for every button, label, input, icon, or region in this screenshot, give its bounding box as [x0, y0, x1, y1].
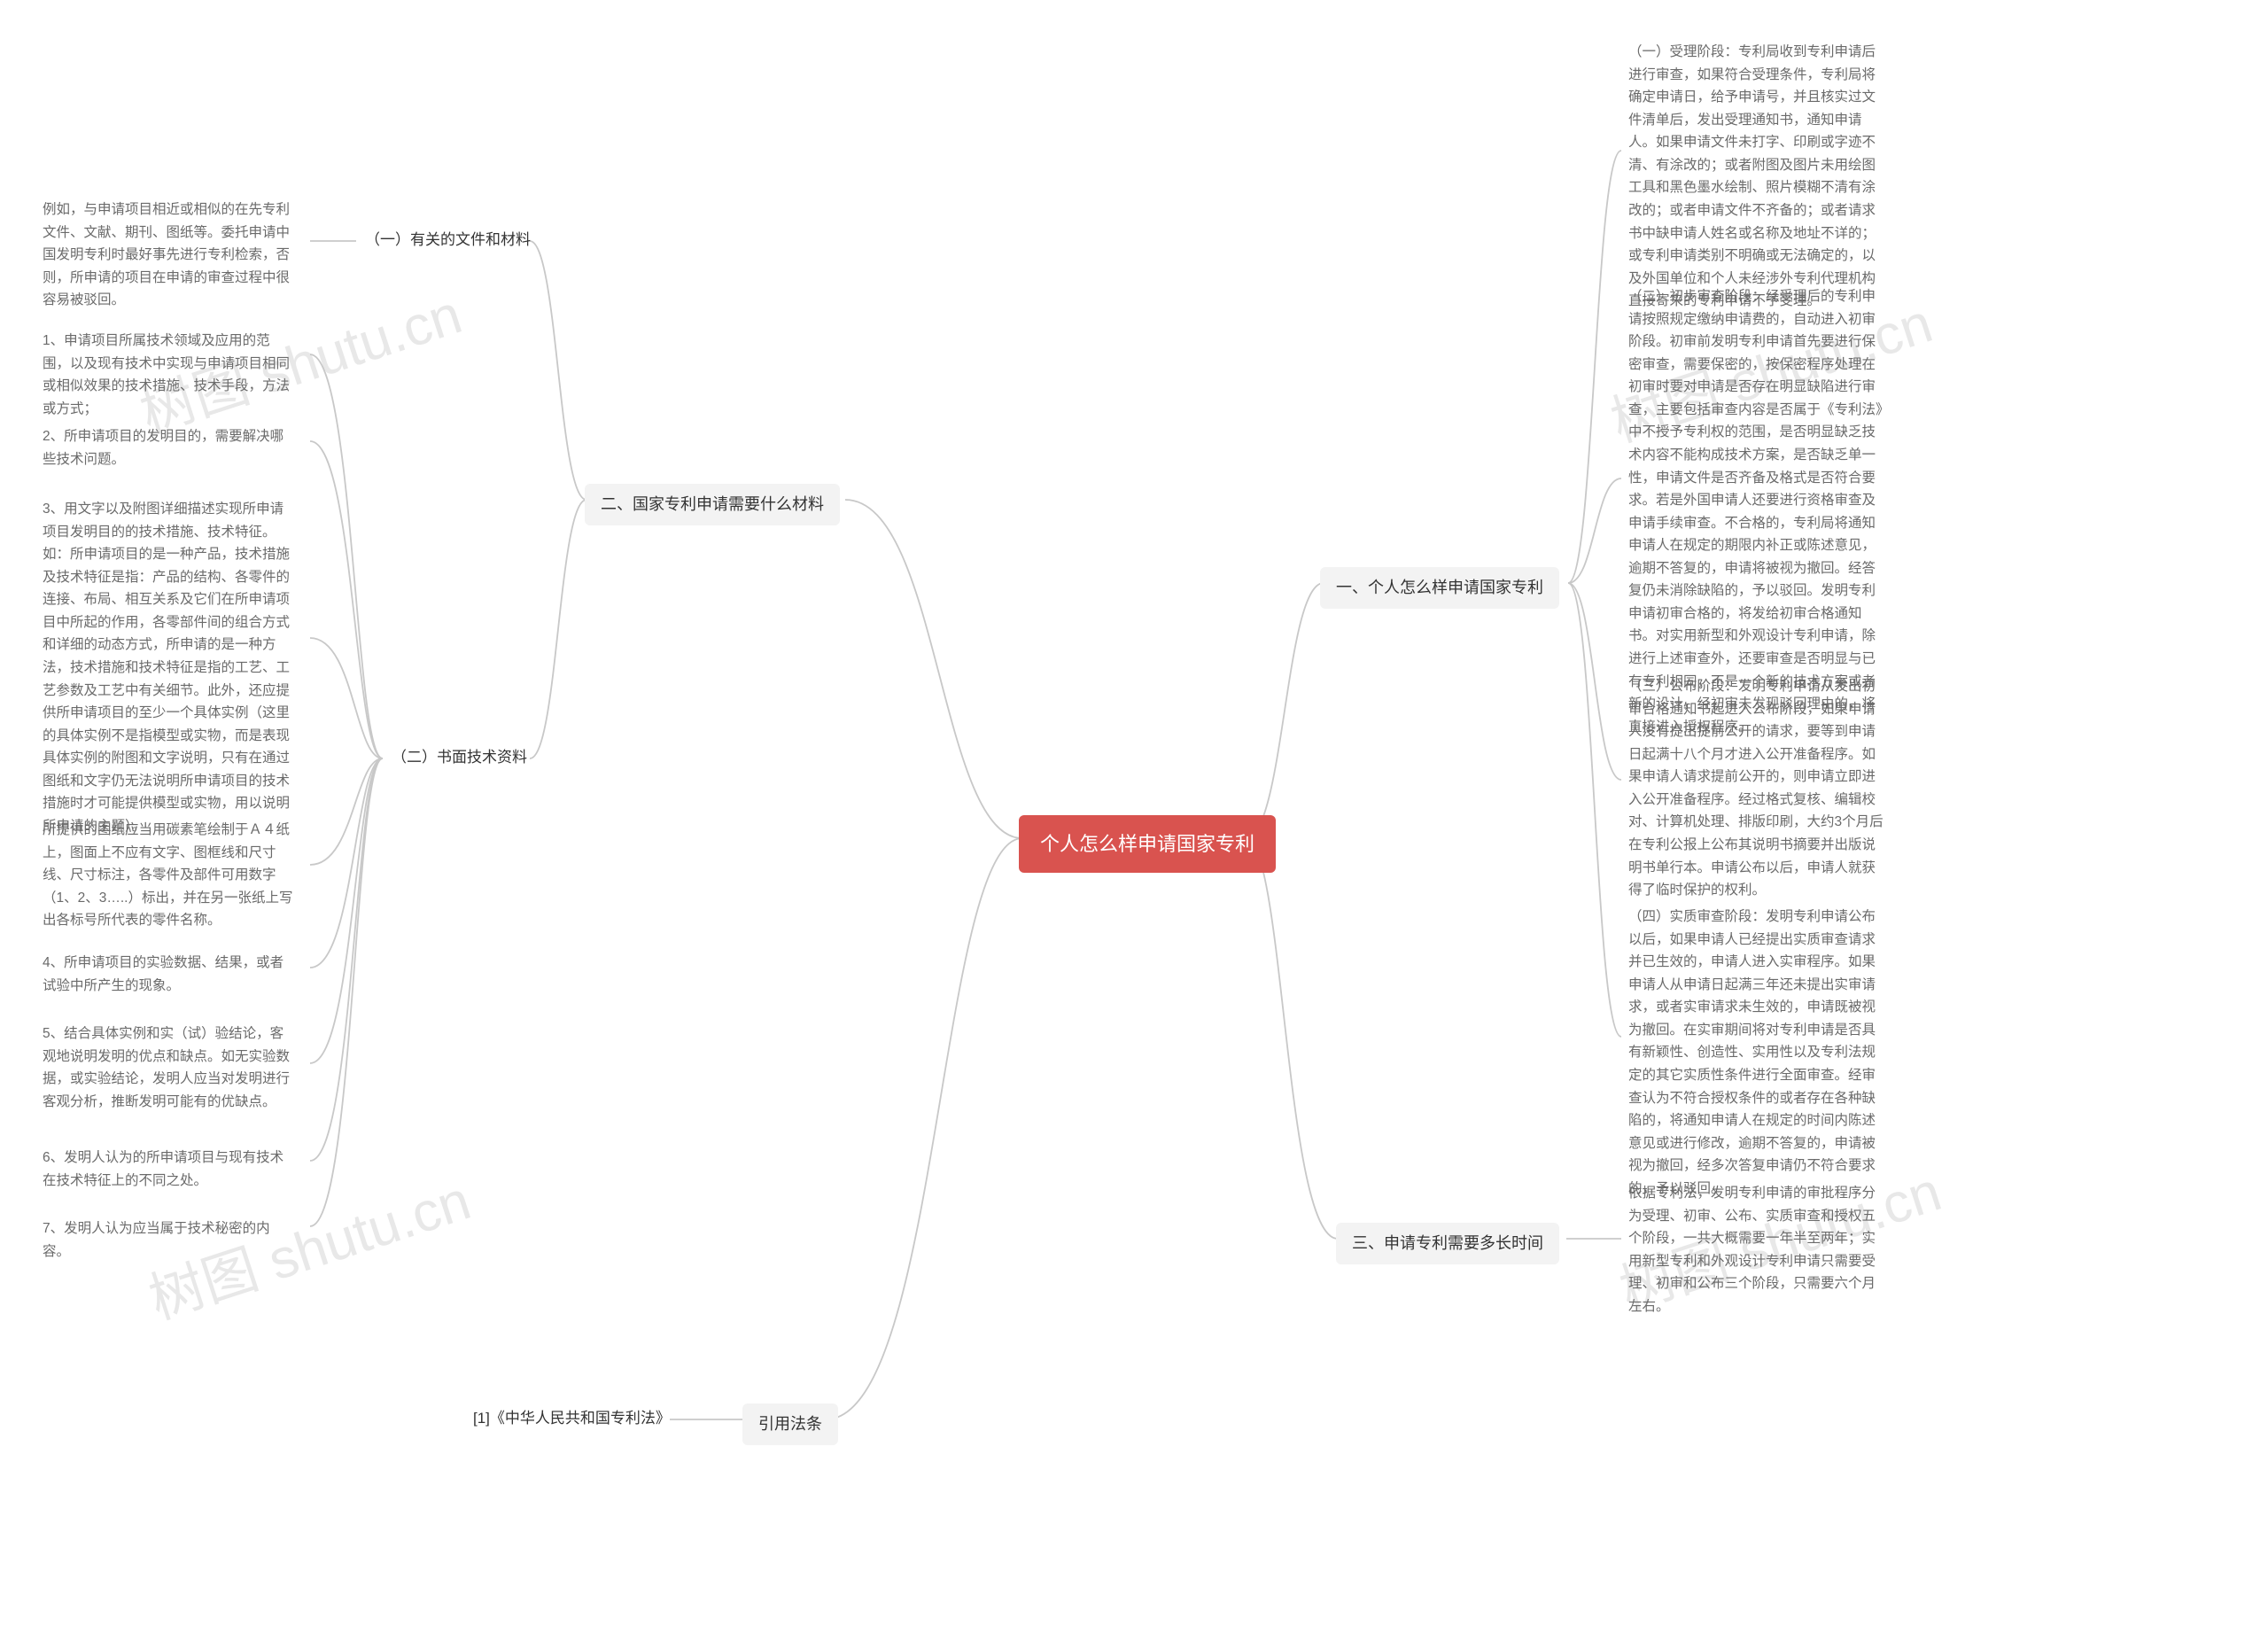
- branch-right-2[interactable]: 三、申请专利需要多长时间: [1336, 1223, 1559, 1264]
- sub-node[interactable]: （二）书面技术资料: [384, 743, 534, 773]
- branch-right-1[interactable]: 一、个人怎么样申请国家专利: [1320, 567, 1559, 609]
- root-node[interactable]: 个人怎么样申请国家专利: [1019, 815, 1276, 873]
- leaf-node: 4、所申请项目的实验数据、结果，或者试验中所产生的现象。: [35, 948, 301, 1000]
- leaf-node: （一）受理阶段：专利局收到专利申请后进行审查，如果符合受理条件，专利局将确定申请…: [1621, 37, 1896, 316]
- leaf-node: 5、结合具体实例和实（试）验结论，客观地说明发明的优点和缺点。如无实验数据，或实…: [35, 1019, 301, 1116]
- leaf-node: （四）实质审查阶段：发明专利申请公布以后，如果申请人已经提出实质审查请求并已生效…: [1621, 902, 1896, 1203]
- leaf-node: 3、用文字以及附图详细描述实现所申请项目发明目的的技术措施、技术特征。如：所申请…: [35, 494, 301, 841]
- sub-node[interactable]: [1]《中华人民共和国专利法》: [466, 1404, 678, 1434]
- branch-left-2[interactable]: 引用法条: [742, 1404, 838, 1445]
- leaf-node: 6、发明人认为的所申请项目与现有技术在技术特征上的不同之处。: [35, 1143, 301, 1195]
- sub-node[interactable]: （一）有关的文件和材料: [358, 225, 538, 255]
- leaf-node: 所提供的图纸应当用碳素笔绘制于Ａ４纸上，图面上不应有文字、图框线和尺寸线、尺寸标…: [35, 815, 301, 936]
- leaf-node: 依据专利法，发明专利申请的审批程序分为受理、初审、公布、实质审查和授权五个阶段，…: [1621, 1178, 1896, 1321]
- branch-left-1[interactable]: 二、国家专利申请需要什么材料: [585, 484, 840, 525]
- leaf-node: 7、发明人认为应当属于技术秘密的内容。: [35, 1214, 301, 1266]
- leaf-node: （三）公布阶段：发明专利申请从发出初审合格通知书起进入公布阶段，如果申请人没有提…: [1621, 672, 1896, 906]
- leaf-node: 2、所申请项目的发明目的，需要解决哪些技术问题。: [35, 422, 301, 474]
- leaf-node: 1、申请项目所属技术领域及应用的范围，以及现有技术中实现与申请项目相同或相似效果…: [35, 326, 301, 424]
- leaf-node: 例如，与申请项目相近或相似的在先专利文件、文献、期刊、图纸等。委托申请中国发明专…: [35, 195, 301, 315]
